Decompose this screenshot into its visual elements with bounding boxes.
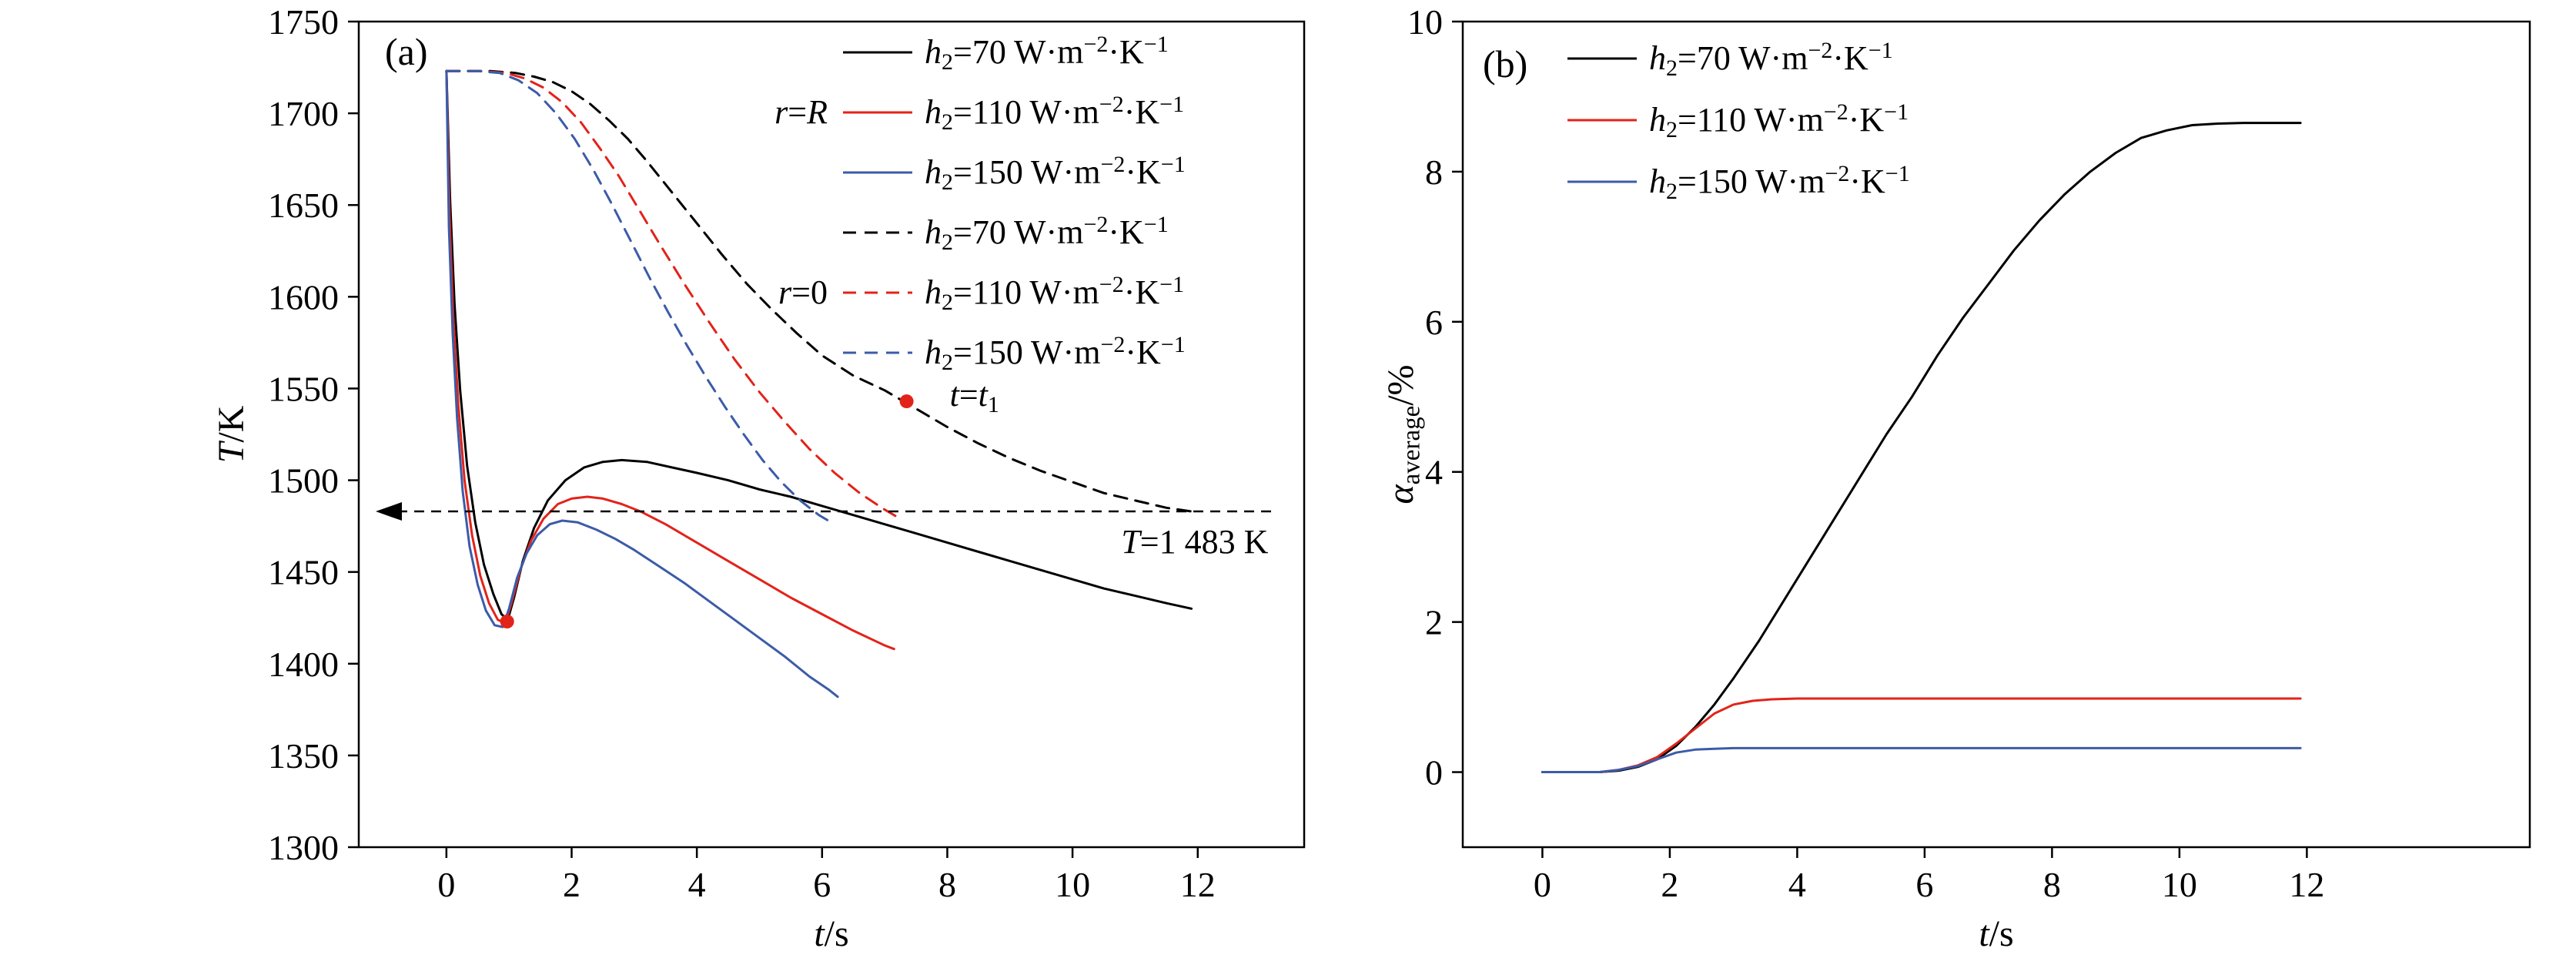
series-b-h70 [1541,122,2302,773]
t1-dot [899,394,914,409]
legend-label-rR-h150: h2=150 W·m−2·K−1 [925,152,1186,195]
x-tick-label: 12 [1180,865,1216,904]
y-tick-label: 1300 [268,828,339,867]
x-tick-label: 2 [563,865,580,904]
t1-label: t=t1 [950,376,999,417]
y-tick-label: 1750 [268,2,339,42]
legend-label-b-h70: h2=70 W·m−2·K−1 [1649,38,1893,81]
panel-b-label: (b) [1483,42,1528,85]
panel-b: 0 2 4 6 8 10 12 0 2 4 6 8 10 t/s αaverage/% h2=70 W·m−2… [1380,2,2531,954]
x-tick-label: 10 [1055,865,1090,904]
y-tick-label: 1500 [268,461,339,501]
series-r0-h110 [445,69,898,518]
ref-temperature-label: T=1 483 K [1121,523,1268,561]
y-tick-label: 1550 [268,369,339,408]
y-tick-label: 1400 [268,645,339,684]
y-tick-label: 1650 [268,186,339,225]
y-tick-label: 1600 [268,277,339,317]
panel-a: 0 2 4 6 8 10 12 1300 1350 1400 1450 1500 1550 1600 165… [211,2,1306,954]
x-tick-label: 6 [1915,865,1933,904]
legend-label-r0-h150: h2=150 W·m−2·K−1 [925,332,1186,375]
x-tick-label: 8 [2043,865,2061,904]
series-rR-h70 [445,69,1193,622]
legend-label-r0-h110: h2=110 W·m−2·K−1 [925,272,1184,315]
legend-label-b-h110: h2=110 W·m−2·K−1 [1649,99,1909,142]
recalescence-dot [500,615,514,628]
axes-box [357,20,1306,849]
series-r0-h150 [445,69,830,522]
x-tick-label: 4 [1788,865,1806,904]
y-axis-label: αaverage/% [1380,364,1426,504]
x-tick-label: 10 [2162,865,2197,904]
y-tick-label: 4 [1425,453,1443,492]
legend-label-r0-h70: h2=70 W·m−2·K−1 [925,212,1169,255]
y-tick-label: 6 [1425,303,1443,342]
y-tick-label: 10 [1407,2,1443,42]
y-tick-label: 2 [1425,603,1443,642]
x-tick-label: 4 [688,865,706,904]
legend-label-b-h150: h2=150 W·m−2·K−1 [1649,161,1910,204]
axes-box [1461,20,2531,849]
x-tick-label: 0 [1534,865,1551,904]
series-rR-h150 [445,69,839,699]
series-b-h110 [1541,697,2302,773]
series-r0-h70 [445,69,1193,513]
legend-group-label: r=R [774,93,828,131]
x-tick-label: 0 [437,865,455,904]
y-tick-label: 8 [1425,152,1443,192]
panel-a-label: (a) [385,30,428,73]
x-tick-label: 8 [938,865,956,904]
series-rR-h110 [445,69,895,651]
y-tick-label: 1700 [268,94,339,133]
x-axis-label: t/s [1979,913,2013,954]
y-tick-label: 1450 [268,553,339,592]
x-tick-label: 12 [2289,865,2324,904]
x-tick-label: 6 [813,865,831,904]
y-axis-label: T/K [211,405,252,463]
x-tick-label: 2 [1661,865,1678,904]
left-arrowhead [376,502,402,521]
legend-label-rR-h70: h2=70 W·m−2·K−1 [925,32,1169,75]
y-tick-label: 1350 [268,736,339,776]
x-axis-label: t/s [814,913,848,954]
series-b-h150 [1541,746,2302,773]
legend-group-label: r=0 [778,273,828,311]
y-tick-label: 0 [1425,753,1443,792]
legend-label-rR-h110: h2=110 W·m−2·K−1 [925,92,1184,135]
